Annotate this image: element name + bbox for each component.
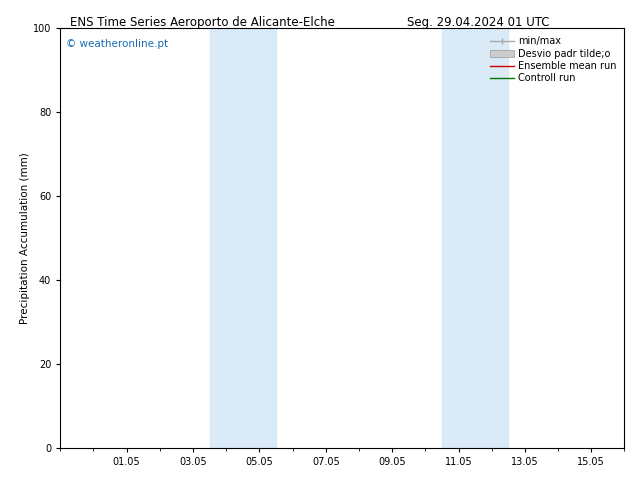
Legend: min/max, Desvio padr tilde;o, Ensemble mean run, Controll run: min/max, Desvio padr tilde;o, Ensemble m… [487,33,619,86]
Y-axis label: Precipitation Accumulation (mm): Precipitation Accumulation (mm) [20,152,30,324]
Text: ENS Time Series Aeroporto de Alicante-Elche: ENS Time Series Aeroporto de Alicante-El… [70,16,335,29]
Bar [442,28,508,448]
Text: © weatheronline.pt: © weatheronline.pt [66,39,168,49]
Text: Seg. 29.04.2024 01 UTC: Seg. 29.04.2024 01 UTC [408,16,550,29]
Bar [210,28,276,448]
